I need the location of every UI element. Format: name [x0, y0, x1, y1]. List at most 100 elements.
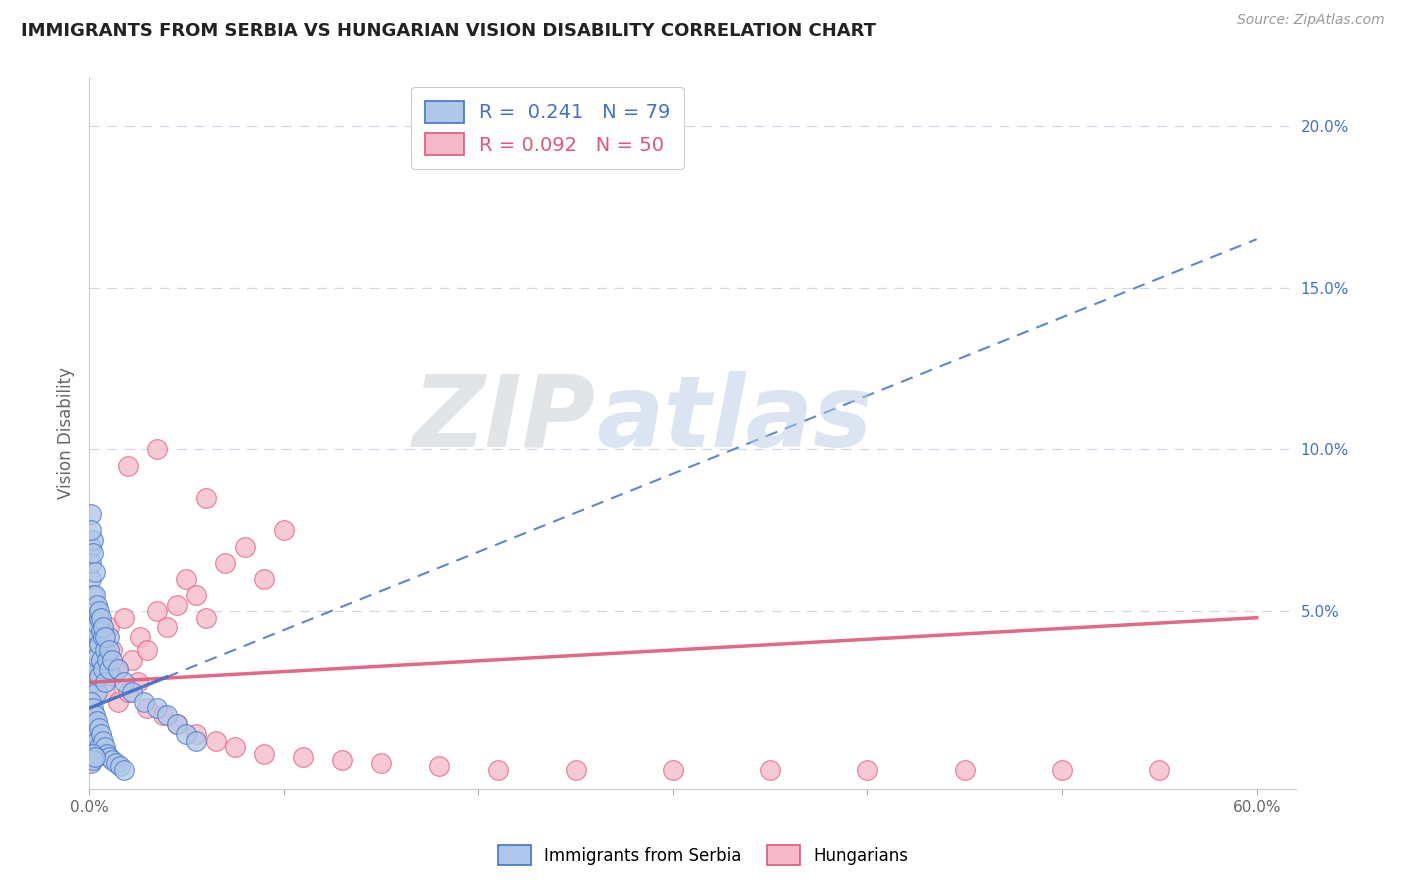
- Point: [953, 763, 976, 777]
- Point: [166, 717, 188, 731]
- Point: [82, 663, 104, 677]
- Point: [330, 753, 353, 767]
- Point: [84, 675, 107, 690]
- Point: [273, 524, 295, 538]
- Point: [292, 749, 315, 764]
- Point: [84, 588, 107, 602]
- Point: [82, 588, 104, 602]
- Point: [224, 740, 246, 755]
- Point: [152, 707, 174, 722]
- Point: [96, 653, 118, 667]
- Point: [194, 610, 217, 624]
- Point: [80, 540, 103, 554]
- Point: [146, 701, 169, 715]
- Point: [86, 643, 108, 657]
- Point: [97, 749, 120, 764]
- Point: [856, 763, 879, 777]
- Point: [93, 675, 115, 690]
- Point: [86, 649, 108, 664]
- Point: [84, 624, 107, 638]
- Point: [136, 643, 159, 657]
- Point: [370, 756, 392, 771]
- Point: [121, 653, 143, 667]
- Point: [84, 643, 107, 657]
- Point: [80, 572, 103, 586]
- Text: atlas: atlas: [596, 370, 872, 467]
- Point: [80, 653, 103, 667]
- Point: [82, 701, 104, 715]
- Point: [253, 747, 276, 761]
- Point: [97, 630, 120, 644]
- Point: [107, 695, 129, 709]
- Point: [176, 572, 198, 586]
- Point: [136, 701, 159, 715]
- Point: [108, 759, 131, 773]
- Point: [96, 747, 118, 761]
- Point: [87, 721, 110, 735]
- Point: [82, 533, 104, 547]
- Point: [146, 604, 169, 618]
- Point: [101, 643, 124, 657]
- Point: [82, 610, 104, 624]
- Point: [91, 620, 114, 634]
- Point: [80, 707, 103, 722]
- Point: [184, 733, 207, 747]
- Point: [112, 610, 135, 624]
- Point: [91, 630, 114, 644]
- Point: [82, 753, 104, 767]
- Point: [112, 675, 135, 690]
- Point: [86, 617, 108, 632]
- Point: [87, 669, 110, 683]
- Point: [117, 685, 139, 699]
- Point: [80, 620, 103, 634]
- Point: [87, 636, 110, 650]
- Y-axis label: Vision Disability: Vision Disability: [58, 368, 75, 500]
- Point: [90, 653, 112, 667]
- Point: [233, 540, 256, 554]
- Legend: R =  0.241   N = 79, R = 0.092   N = 50: R = 0.241 N = 79, R = 0.092 N = 50: [411, 87, 685, 169]
- Point: [93, 740, 115, 755]
- Point: [486, 763, 509, 777]
- Point: [101, 669, 124, 683]
- Point: [112, 763, 135, 777]
- Point: [82, 675, 104, 690]
- Point: [759, 763, 782, 777]
- Point: [90, 624, 112, 638]
- Point: [80, 524, 103, 538]
- Point: [87, 604, 110, 618]
- Point: [564, 763, 586, 777]
- Point: [82, 653, 104, 667]
- Point: [107, 663, 129, 677]
- Point: [146, 442, 169, 457]
- Point: [93, 630, 115, 644]
- Point: [86, 714, 108, 729]
- Point: [97, 663, 120, 677]
- Point: [97, 643, 120, 657]
- Point: [82, 630, 104, 644]
- Point: [84, 566, 107, 580]
- Point: [101, 753, 124, 767]
- Point: [214, 556, 236, 570]
- Point: [166, 717, 188, 731]
- Point: [80, 556, 103, 570]
- Point: [87, 663, 110, 677]
- Point: [107, 663, 129, 677]
- Point: [194, 491, 217, 505]
- Text: IMMIGRANTS FROM SERBIA VS HUNGARIAN VISION DISABILITY CORRELATION CHART: IMMIGRANTS FROM SERBIA VS HUNGARIAN VISI…: [21, 22, 876, 40]
- Point: [80, 695, 103, 709]
- Point: [128, 630, 150, 644]
- Point: [184, 727, 207, 741]
- Point: [82, 747, 104, 761]
- Point: [82, 546, 104, 560]
- Point: [105, 756, 128, 771]
- Point: [117, 458, 139, 473]
- Legend: Immigrants from Serbia, Hungarians: Immigrants from Serbia, Hungarians: [488, 836, 918, 875]
- Point: [86, 598, 108, 612]
- Point: [93, 636, 115, 650]
- Point: [662, 763, 685, 777]
- Point: [80, 669, 103, 683]
- Point: [156, 620, 179, 634]
- Point: [132, 695, 155, 709]
- Point: [84, 707, 107, 722]
- Point: [97, 620, 120, 634]
